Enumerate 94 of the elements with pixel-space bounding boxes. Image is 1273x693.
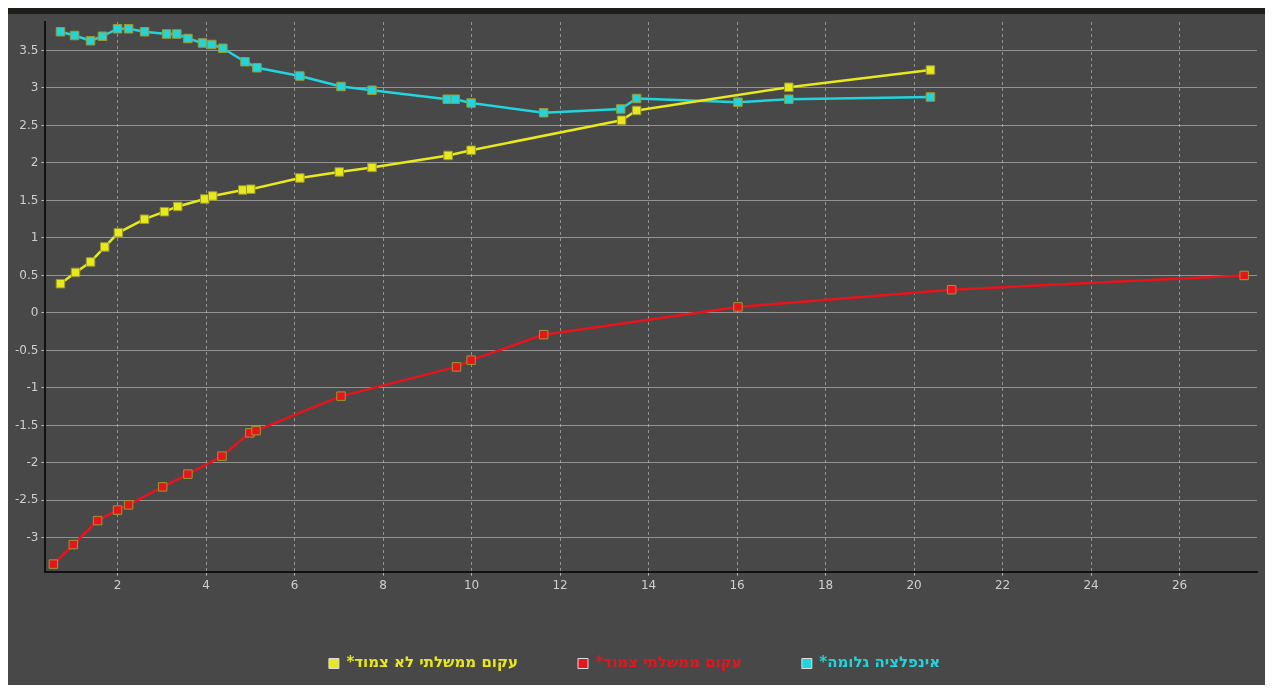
point [784,94,794,104]
point [48,559,59,569]
x-tick-label: 20 [906,577,922,592]
point [251,425,261,436]
point [183,33,193,44]
y-tick-label: -1 [26,380,39,395]
x-tick-label: 12 [552,577,568,592]
point [450,94,460,104]
x-tick-label: 4 [202,577,210,592]
point [616,115,627,125]
point [615,104,626,114]
point [784,82,794,92]
x-tick-label: 16 [729,577,745,592]
point [538,329,549,340]
point [295,71,305,81]
point [925,92,936,102]
x-tick-label: 14 [640,577,657,592]
point [367,162,377,173]
y-tick-label: 1 [30,230,39,245]
point [443,150,453,161]
y-tick-label: -1.5 [14,417,39,432]
point [172,29,182,39]
point [733,302,743,312]
y-tick-label: 2 [30,155,39,170]
point [733,97,743,107]
point [336,81,346,92]
point [442,94,452,104]
point [85,257,96,267]
point [183,469,193,479]
x-tick-label: 8 [379,577,387,592]
y-tick-label: 0 [30,305,39,320]
point [238,185,248,195]
point [97,31,108,41]
point [172,201,183,212]
x-tick-label: 6 [290,577,299,592]
point [70,267,81,278]
point [1239,270,1249,281]
point [466,98,476,108]
point [123,500,134,510]
point [218,43,228,53]
point [157,482,168,492]
y-tick-label: -2 [26,455,39,469]
point [925,65,936,75]
point [240,57,250,67]
point [207,191,218,201]
point [99,242,110,252]
point [92,515,103,526]
point [334,167,344,177]
point [139,214,150,224]
y-tick-label: 3.5 [19,42,39,57]
point [112,24,123,34]
point [295,173,305,183]
x-tick-label: 2 [113,577,122,592]
point [246,184,256,194]
x-tick-label: 22 [994,577,1011,592]
point [631,93,642,104]
point [55,278,66,289]
legend-label: *אינפלציה גלומה [819,653,941,672]
y-tick-label: -3 [26,529,39,544]
legend-label: *עקום ממשלתי לא צמוד [346,653,519,672]
point [197,38,208,48]
point [139,27,150,37]
point [631,105,642,116]
point [946,284,957,295]
y-tick-label: 2.5 [19,117,39,132]
point [466,145,476,155]
point [159,206,170,217]
point [252,63,262,73]
point [217,451,227,461]
y-tick-label: -0.5 [14,342,39,357]
x-tick-label: 18 [817,577,834,592]
y-tick-label: 1.5 [19,192,39,207]
point [367,85,377,95]
point [336,391,346,401]
point [68,539,79,550]
point [55,27,66,37]
point [199,194,210,204]
point [466,355,476,365]
point [207,39,217,50]
y-tick-label: -2.5 [14,492,39,507]
point [538,107,549,118]
point [85,36,96,46]
x-tick-label: 10 [463,577,480,592]
y-tick-label: 0.5 [19,267,39,282]
point [123,24,134,34]
point [113,227,124,238]
point [451,362,462,372]
legend-label: *עקום ממשלתי צמוד [595,653,742,672]
point [161,29,172,39]
point [69,30,80,41]
x-tick-label: 26 [1171,577,1188,592]
x-tick-label: 24 [1083,577,1099,592]
point [112,505,123,515]
y-tick-label: 3 [30,80,39,95]
